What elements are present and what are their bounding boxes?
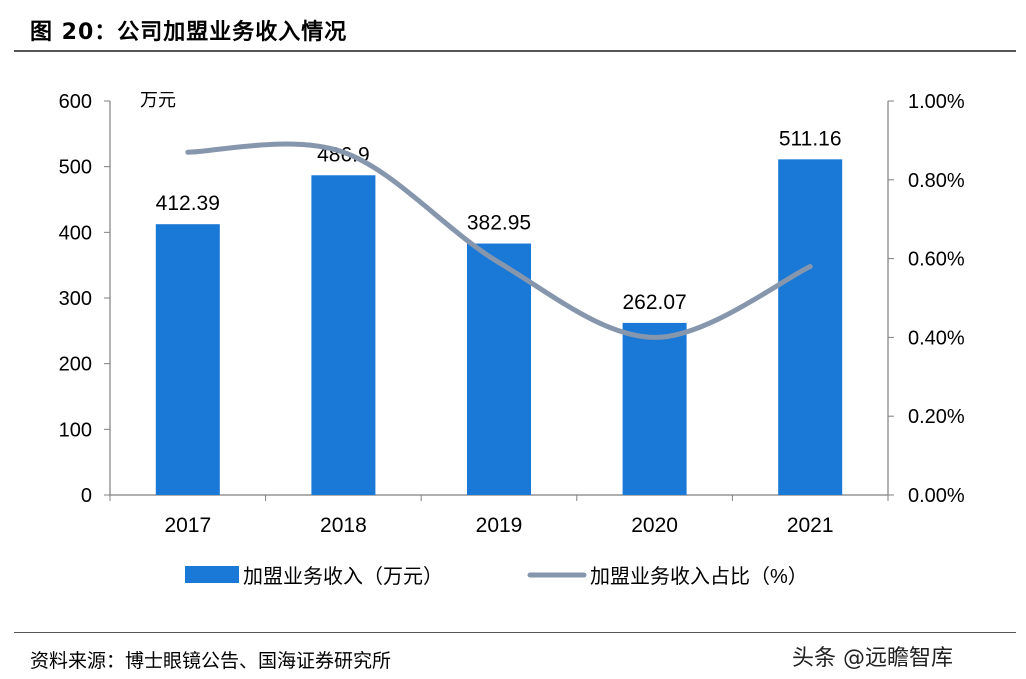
- bar-data-label: 511.16: [779, 127, 842, 150]
- x-tick-label: 2021: [787, 514, 834, 537]
- right-tick-label: 0.00%: [908, 485, 965, 507]
- bar-data-label: 412.39: [156, 192, 220, 215]
- right-tick-label: 0.40%: [908, 327, 965, 349]
- source-note: 资料来源：博士眼镜公告、国海证券研究所: [30, 650, 392, 672]
- right-tick-label: 0.60%: [908, 249, 965, 271]
- chart-legend: 加盟业务收入（万元） 加盟业务收入占比（%）: [185, 565, 808, 588]
- watermark: 头条 @远瞻智库: [792, 646, 953, 671]
- bar-series: [155, 159, 843, 496]
- bar: [778, 159, 843, 496]
- x-tick-label: 2017: [164, 514, 211, 537]
- x-tick-label: 2019: [476, 514, 523, 537]
- bar: [155, 224, 220, 495]
- left-tick-label: 200: [59, 354, 92, 376]
- left-tick-label: 100: [59, 419, 92, 441]
- legend-bar-swatch: [185, 566, 239, 583]
- left-axis-unit: 万元: [140, 90, 176, 110]
- bar-data-label: 382.95: [467, 212, 531, 235]
- left-tick-label: 300: [59, 288, 92, 310]
- bar-data-label: 262.07: [622, 291, 686, 314]
- x-tick-label: 2020: [631, 514, 678, 537]
- line-series: [185, 141, 813, 340]
- source-rule: [14, 632, 1016, 633]
- legend-bar-label: 加盟业务收入（万元）: [243, 565, 443, 588]
- left-tick-label: 400: [59, 222, 92, 244]
- bar: [622, 322, 687, 495]
- figure-title: 图 20：公司加盟业务收入情况: [30, 20, 348, 45]
- x-tick-label: 2018: [320, 514, 367, 537]
- left-tick-label: 0: [81, 485, 92, 507]
- left-tick-label: 600: [59, 91, 92, 113]
- left-tick-label: 500: [59, 157, 92, 179]
- right-tick-label: 1.00%: [908, 91, 965, 113]
- right-tick-label: 0.20%: [908, 406, 965, 428]
- bar: [311, 175, 376, 496]
- bar: [467, 243, 531, 495]
- legend-line-label: 加盟业务收入占比（%）: [590, 565, 808, 588]
- right-tick-label: 0.80%: [908, 170, 965, 192]
- chart-axes: 0 100 200 300 400 500 600 万元 0.00% 0.20% 0.40% 0.60…: [59, 90, 965, 537]
- title-rule: [14, 50, 1016, 52]
